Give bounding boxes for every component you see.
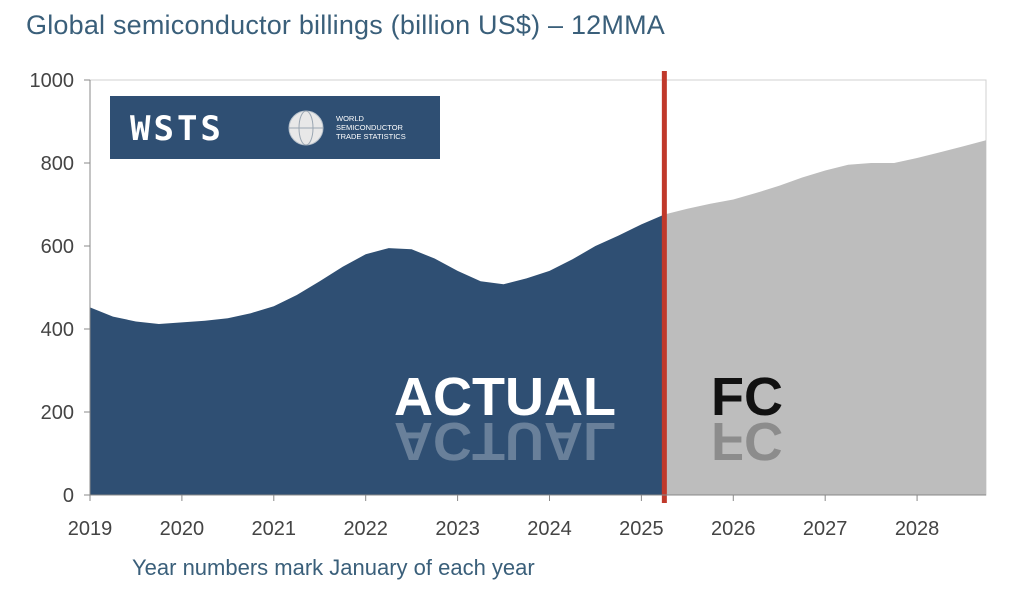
- area-actual: [90, 214, 665, 495]
- y-tick-label: 800: [41, 153, 74, 175]
- x-tick-label: 2025: [619, 518, 664, 540]
- x-tick-label: 2019: [68, 518, 113, 540]
- forecast-label: FC: [711, 367, 783, 427]
- axes: 0 200 400 600 800 1000 2019 2020 2021 2022 2023 202…: [30, 70, 986, 540]
- x-tick-label: 2027: [803, 518, 848, 540]
- area-series: [90, 140, 986, 495]
- x-tick-label: 2028: [895, 518, 940, 540]
- logo-tagline-line: WORLD: [336, 114, 365, 123]
- actual-label: ACTUAL: [394, 367, 616, 427]
- y-tick-label: 200: [41, 402, 74, 424]
- forecast-label-reflection: FC: [711, 411, 783, 471]
- x-tick-label: 2020: [160, 518, 205, 540]
- actual-label-reflection: ACTUAL: [394, 411, 616, 471]
- chart-title: Global semiconductor billings (billion U…: [26, 10, 665, 40]
- y-tick-label: 600: [41, 236, 74, 258]
- logo-tagline-line: SEMICONDUCTOR: [336, 123, 404, 132]
- x-tick-label: 2023: [435, 518, 480, 540]
- logo-box: [110, 96, 440, 159]
- logo-wordmark: WSTS: [130, 109, 224, 149]
- x-tick-label: 2026: [711, 518, 756, 540]
- axis-note: Year numbers mark January of each year: [132, 555, 535, 580]
- y-tick-label: 0: [63, 485, 74, 507]
- y-tick-label: 400: [41, 319, 74, 341]
- y-tick-label: 1000: [30, 70, 75, 92]
- x-tick-label: 2022: [343, 518, 388, 540]
- logo-tagline-line: TRADE STATISTICS: [336, 132, 406, 141]
- x-tick-label: 2024: [527, 518, 572, 540]
- area-forecast: [664, 140, 986, 495]
- x-tick-label: 2021: [252, 518, 297, 540]
